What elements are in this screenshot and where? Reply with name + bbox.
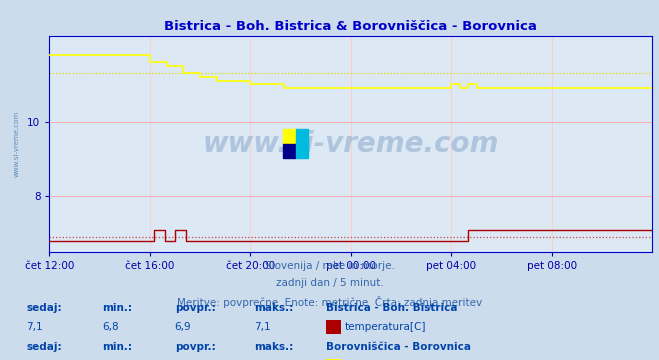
Bar: [296, 144, 308, 158]
Text: sedaj:: sedaj:: [26, 342, 62, 352]
Text: 7,1: 7,1: [254, 322, 270, 332]
Text: min.:: min.:: [102, 342, 132, 352]
Text: sedaj:: sedaj:: [26, 303, 62, 314]
Text: Meritve: povprečne  Enote: metrične  Črta: zadnja meritev: Meritve: povprečne Enote: metrične Črta:…: [177, 296, 482, 307]
Bar: [296, 129, 308, 144]
Title: Bistrica - Boh. Bistrica & Borovniščica - Borovnica: Bistrica - Boh. Bistrica & Borovniščica …: [165, 21, 537, 33]
Text: min.:: min.:: [102, 303, 132, 314]
Text: 6,9: 6,9: [175, 322, 191, 332]
Text: Slovenija / reke in morje.: Slovenija / reke in morje.: [264, 261, 395, 271]
Text: 6,8: 6,8: [102, 322, 119, 332]
Text: temperatura[C]: temperatura[C]: [345, 322, 426, 332]
Bar: [283, 129, 296, 144]
Text: zadnji dan / 5 minut.: zadnji dan / 5 minut.: [275, 278, 384, 288]
Text: www.si-vreme.com: www.si-vreme.com: [13, 111, 19, 177]
Text: www.si-vreme.com: www.si-vreme.com: [203, 130, 499, 158]
Bar: [283, 144, 296, 158]
Text: 7,1: 7,1: [26, 322, 43, 332]
Text: Bistrica - Boh. Bistrica: Bistrica - Boh. Bistrica: [326, 303, 458, 314]
Text: maks.:: maks.:: [254, 303, 293, 314]
Text: maks.:: maks.:: [254, 342, 293, 352]
Text: povpr.:: povpr.:: [175, 342, 215, 352]
Text: Borovniščica - Borovnica: Borovniščica - Borovnica: [326, 342, 471, 352]
Text: povpr.:: povpr.:: [175, 303, 215, 314]
